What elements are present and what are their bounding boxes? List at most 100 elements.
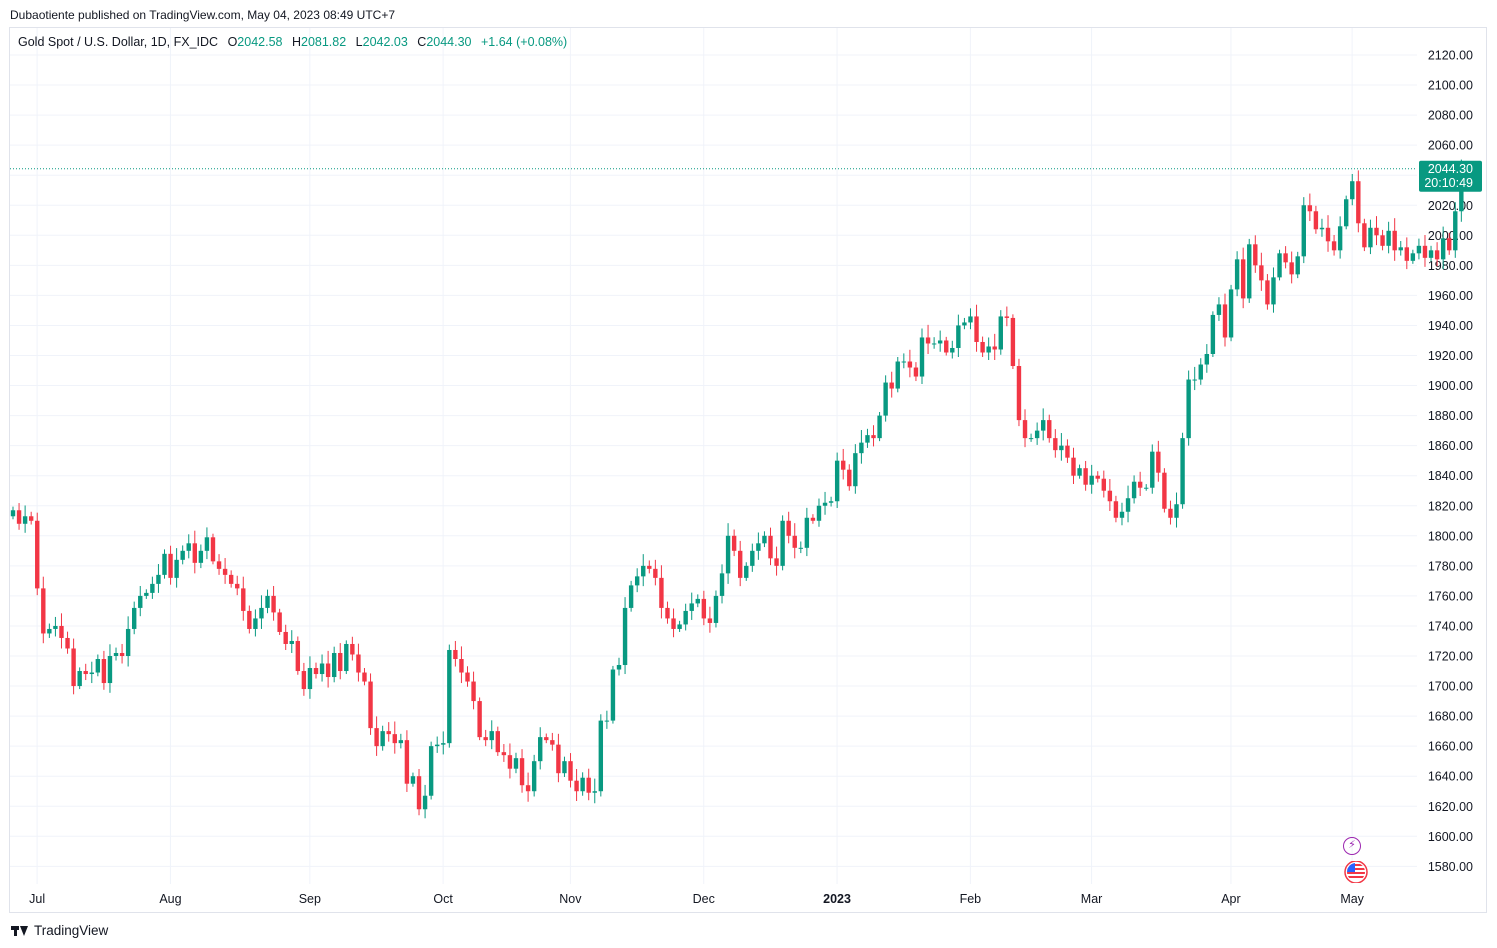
candle-body xyxy=(1101,478,1106,491)
candle-body xyxy=(1295,256,1300,275)
candle-body xyxy=(1089,475,1094,485)
candle-body xyxy=(1150,451,1155,488)
x-tick-label: Jul xyxy=(29,892,45,906)
candle-body xyxy=(689,603,694,611)
candle-body xyxy=(586,777,591,793)
candle-body xyxy=(168,553,173,578)
candle-body xyxy=(1398,247,1403,251)
candle-body xyxy=(647,565,652,569)
y-tick-label: 1620.00 xyxy=(1428,800,1473,814)
candle-body xyxy=(1125,498,1131,512)
y-tick-label: 1880.00 xyxy=(1428,409,1473,423)
candle-body xyxy=(1144,487,1149,489)
candle-body xyxy=(277,612,282,632)
candle-body xyxy=(380,731,385,747)
y-tick-label: 1920.00 xyxy=(1428,349,1473,363)
candle-body xyxy=(707,618,713,623)
chart-frame xyxy=(9,27,1487,913)
candle-body xyxy=(1301,205,1306,257)
candle-body xyxy=(1422,245,1428,258)
legend-open: 2042.58 xyxy=(237,35,283,49)
candle-body xyxy=(313,668,319,675)
candle-body xyxy=(768,535,773,559)
x-tick-label: Mar xyxy=(1081,892,1103,906)
candle-body xyxy=(677,624,682,629)
candle-body xyxy=(816,505,822,521)
candle-body xyxy=(447,649,452,744)
candle-body xyxy=(665,607,670,619)
y-tick-label: 1740.00 xyxy=(1428,619,1473,633)
us-flag-icon[interactable] xyxy=(1343,861,1369,883)
candle-body xyxy=(1004,316,1010,318)
candle-body xyxy=(1362,223,1367,248)
candle-body xyxy=(865,435,870,443)
candle-body xyxy=(265,595,270,608)
candle-body xyxy=(338,652,343,672)
lightning-icon[interactable]: ⚡ xyxy=(1343,837,1361,855)
candle-body xyxy=(89,672,94,675)
y-tick-label: 1820.00 xyxy=(1428,499,1473,513)
candle-body xyxy=(410,776,416,784)
candle-body xyxy=(574,780,579,792)
candle-body xyxy=(913,367,919,377)
candle-body xyxy=(1434,250,1440,260)
legend-symbol[interactable]: Gold Spot / U.S. Dollar, 1D, FX_IDC xyxy=(18,35,219,49)
candle-body xyxy=(792,535,797,548)
candle-body xyxy=(356,654,361,673)
candle-body xyxy=(489,731,494,741)
candle-body xyxy=(1137,481,1143,488)
candle-body xyxy=(1447,238,1452,251)
y-tick-label: 2120.00 xyxy=(1428,49,1473,63)
tradingview-brand[interactable]: TradingView xyxy=(11,923,108,938)
candle-body xyxy=(1041,420,1046,431)
x-tick-label: Oct xyxy=(433,892,453,906)
x-tick-label: Nov xyxy=(559,892,582,906)
candle-body xyxy=(798,547,803,549)
legend-low: 2042.03 xyxy=(362,35,408,49)
candle-body xyxy=(174,559,179,578)
candle-body xyxy=(47,628,52,634)
candle-body xyxy=(877,415,882,439)
candle-body xyxy=(416,776,422,810)
candle-body xyxy=(1022,420,1028,439)
candle-body xyxy=(828,501,834,503)
candle-body xyxy=(1247,244,1252,299)
candle-body xyxy=(186,543,191,551)
candle-body xyxy=(786,520,791,536)
y-tick-label: 1580.00 xyxy=(1428,860,1473,874)
candle-body xyxy=(901,361,907,363)
candle-body xyxy=(556,744,561,774)
candle-body xyxy=(810,517,816,521)
candle-body xyxy=(1428,250,1434,258)
candle-body xyxy=(441,743,446,745)
candle-body xyxy=(580,777,585,792)
candle-body xyxy=(980,341,985,353)
legend-open-label: O xyxy=(227,35,238,49)
candle-body xyxy=(1289,262,1294,275)
candle-body xyxy=(713,595,719,623)
candle-body xyxy=(1107,490,1113,502)
candle-body xyxy=(125,628,131,656)
candle-body xyxy=(889,382,894,389)
y-tick-label: 1860.00 xyxy=(1428,439,1473,453)
brand-label: TradingView xyxy=(34,923,109,938)
candle-body xyxy=(113,652,119,656)
candle-body xyxy=(247,610,252,629)
candle-body xyxy=(259,607,264,619)
candle-body xyxy=(1440,238,1446,260)
candle-body xyxy=(944,340,949,353)
candle-body xyxy=(1113,501,1119,518)
candle-body xyxy=(344,643,349,672)
candle-body xyxy=(1119,511,1125,518)
candle-body xyxy=(1259,265,1264,281)
candle-body xyxy=(198,550,204,563)
candle-body xyxy=(295,640,301,672)
candle-body xyxy=(77,671,82,687)
candle-body xyxy=(1047,420,1052,439)
candle-body xyxy=(622,607,628,666)
candle-body xyxy=(1131,481,1137,499)
candle-body xyxy=(1337,226,1343,251)
y-tick-label: 1780.00 xyxy=(1428,559,1473,573)
candle-body xyxy=(1059,445,1064,451)
